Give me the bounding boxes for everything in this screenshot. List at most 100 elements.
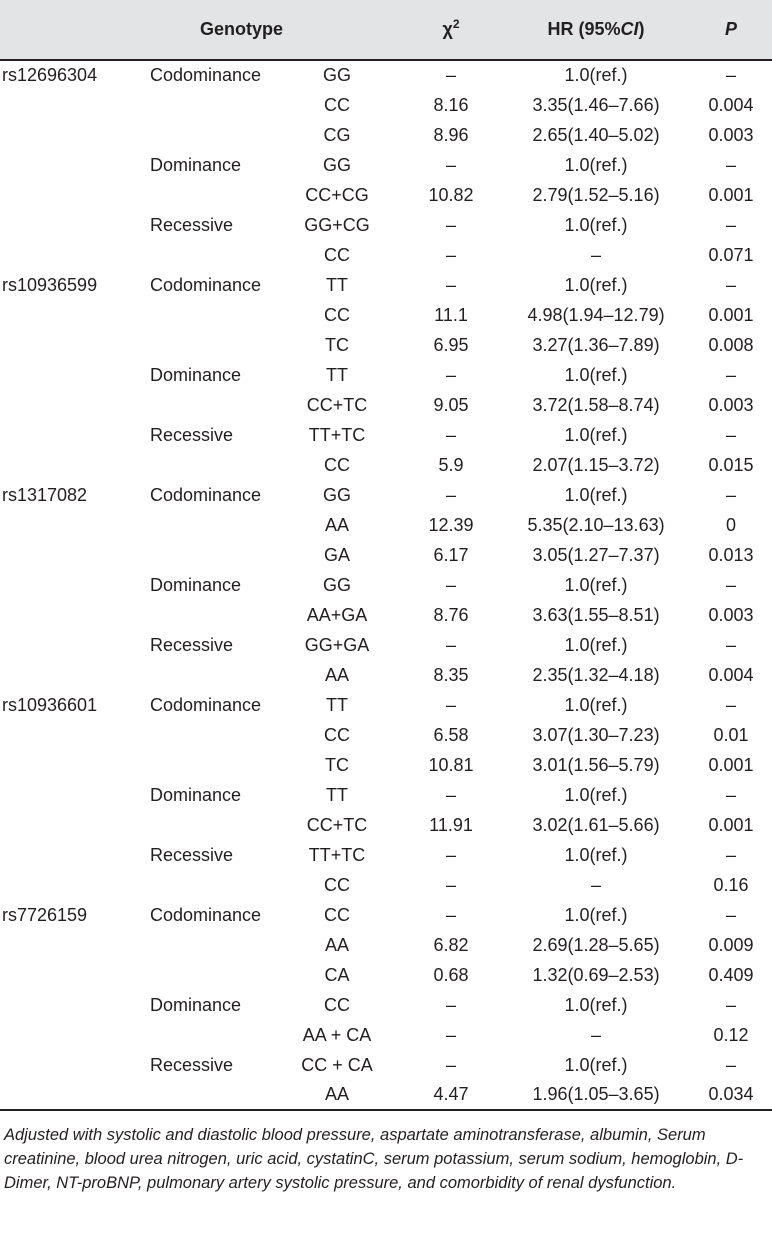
p-value-cell: 0.003 xyxy=(708,124,754,145)
table-row: TC 10.81 3.01(1.56–5.79) 0.001 xyxy=(0,750,772,780)
genotype-cell: TC xyxy=(325,754,350,775)
genotype-cell: CG xyxy=(323,124,351,145)
chi-square-cell: 4.47 xyxy=(400,1080,503,1111)
table-row: AA 4.47 1.96(1.05–3.65) 0.034 xyxy=(0,1080,772,1111)
hr-cell: 1.0(ref.) xyxy=(564,904,628,925)
genotype-cell: TT+TC xyxy=(308,844,366,865)
header-genotype: Genotype xyxy=(0,0,401,61)
p-value-cell: – xyxy=(726,154,737,175)
genotype-cell: CC xyxy=(324,874,351,895)
snp-cell xyxy=(0,960,138,990)
p-value-cell: 0.071 xyxy=(708,244,754,265)
model-cell: Dominance xyxy=(150,154,242,175)
p-value-cell: 0.16 xyxy=(713,874,749,895)
genotype-cell: TT xyxy=(326,784,349,805)
chi-square-cell: – xyxy=(446,904,457,925)
header-p-value: P xyxy=(690,0,772,61)
model-cell xyxy=(138,960,274,990)
genotype-cell: TT+TC xyxy=(308,424,366,445)
hr-suffix: ) xyxy=(638,19,645,39)
genotype-cell: GG xyxy=(323,484,352,505)
model-cell xyxy=(138,870,274,900)
table-row: CG 8.96 2.65(1.40–5.02) 0.003 xyxy=(0,120,772,150)
genotype-cell: TC xyxy=(325,334,350,355)
hr-cell: 1.0(ref.) xyxy=(564,424,628,445)
model-cell xyxy=(138,450,274,480)
hr-prefix: HR (95% xyxy=(547,19,621,39)
genotype-cell: CC xyxy=(324,94,351,115)
snp-cell xyxy=(0,150,138,180)
snp-cell xyxy=(0,1080,138,1111)
snp-cell xyxy=(0,300,138,330)
genotype-cell: GG xyxy=(323,154,352,175)
hr-cell: 1.0(ref.) xyxy=(564,65,628,85)
chi-square-cell: – xyxy=(446,364,457,385)
genotype-cell: TT xyxy=(326,364,349,385)
genotype-cell: CC+TC xyxy=(306,814,368,835)
snp-cell xyxy=(0,90,138,120)
hr-cell: 5.35(2.10–13.63) xyxy=(527,514,665,535)
table-row: CC+CG 10.82 2.79(1.52–5.16) 0.001 xyxy=(0,180,772,210)
hr-cell: – xyxy=(591,244,602,265)
chi-square-cell: 12.39 xyxy=(428,514,474,535)
chi-square-cell: – xyxy=(446,154,457,175)
table-row: Dominance CC – 1.0(ref.) – xyxy=(0,990,772,1020)
chi-square-cell: 6.82 xyxy=(433,934,469,955)
model-cell xyxy=(138,660,274,690)
table-row: CC 6.58 3.07(1.30–7.23) 0.01 xyxy=(0,720,772,750)
header-chi-square: χ2 xyxy=(400,0,503,61)
hr-cell: 3.07(1.30–7.23) xyxy=(532,724,660,745)
p-value-cell: – xyxy=(726,694,737,715)
table-row: CA 0.68 1.32(0.69–2.53) 0.409 xyxy=(0,960,772,990)
p-value-cell: 0.001 xyxy=(708,754,754,775)
genotype-cell: CA xyxy=(324,964,350,985)
p-value-cell: – xyxy=(726,904,737,925)
table-row: CC 8.16 3.35(1.46–7.66) 0.004 xyxy=(0,90,772,120)
genotype-cell: AA xyxy=(325,514,350,535)
snp-cell xyxy=(0,750,138,780)
hr-cell: 4.98(1.94–12.79) xyxy=(527,304,665,325)
hr-cell: 3.27(1.36–7.89) xyxy=(532,334,660,355)
model-cell: Dominance xyxy=(150,994,242,1015)
snp-cell: rs1317082 xyxy=(2,484,88,505)
hr-cell: 1.0(ref.) xyxy=(564,214,628,235)
table-row: rs10936601 Codominance TT – 1.0(ref.) – xyxy=(0,690,772,720)
hr-cell: 1.0(ref.) xyxy=(564,994,628,1015)
p-value-cell: 0.004 xyxy=(708,94,754,115)
snp-cell xyxy=(0,1020,138,1050)
snp-cell xyxy=(0,390,138,420)
table-row: Recessive GG+CG – 1.0(ref.) – xyxy=(0,210,772,240)
genotype-cell: AA xyxy=(274,1080,401,1111)
hr-cell: 1.0(ref.) xyxy=(564,784,628,805)
genotype-cell: CC xyxy=(324,994,351,1015)
genotype-cell: AA xyxy=(325,664,350,685)
table-row: Recessive GG+GA – 1.0(ref.) – xyxy=(0,630,772,660)
p-value-cell: 0.003 xyxy=(708,604,754,625)
snp-cell xyxy=(0,510,138,540)
model-cell xyxy=(138,720,274,750)
table-row: Dominance GG – 1.0(ref.) – xyxy=(0,150,772,180)
table-row: rs12696304 Codominance GG – 1.0(ref.) – xyxy=(0,60,772,90)
table-row: rs10936599 Codominance TT – 1.0(ref.) – xyxy=(0,270,772,300)
hr-cell: 2.07(1.15–3.72) xyxy=(532,454,660,475)
genotype-cell: GG xyxy=(323,574,352,595)
hr-ci: CI xyxy=(620,19,639,39)
snp-cell xyxy=(0,780,138,810)
p-value-cell: 0.009 xyxy=(708,934,754,955)
chi-square-cell: 5.9 xyxy=(438,454,464,475)
chi-sup: 2 xyxy=(452,17,460,31)
p-value-cell: – xyxy=(726,844,737,865)
snp-cell: rs7726159 xyxy=(2,904,88,925)
chi-square-cell: 6.58 xyxy=(433,724,469,745)
chi-square-cell: – xyxy=(446,784,457,805)
model-cell: Dominance xyxy=(150,364,242,385)
genotype-cell: TT xyxy=(326,274,349,295)
snp-cell: rs10936601 xyxy=(2,694,98,715)
genotype-cell: CC xyxy=(324,904,351,925)
genotype-cell: AA + CA xyxy=(302,1024,372,1045)
model-cell xyxy=(138,1020,274,1050)
p-value-cell: – xyxy=(726,274,737,295)
snp-cell xyxy=(0,540,138,570)
table-row: Dominance GG – 1.0(ref.) – xyxy=(0,570,772,600)
table-row: Recessive CC + CA – 1.0(ref.) – xyxy=(0,1050,772,1080)
